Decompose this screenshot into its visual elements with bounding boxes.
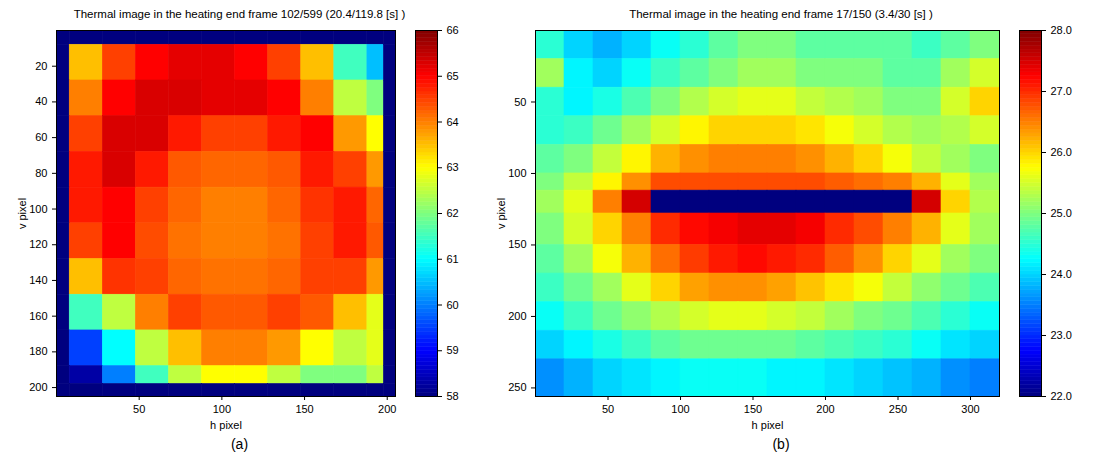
svg-text:200: 200 [508,310,526,322]
html-text:(b): (b) [772,436,790,452]
svg-text:50: 50 [602,403,614,415]
html-text:Thermal image in the heating e: Thermal image in the heating end frame 1… [629,8,933,20]
svg-text:140: 140 [29,274,47,286]
svg-text:160: 160 [29,310,47,322]
svg-text:100: 100 [213,403,231,415]
svg-text:200: 200 [29,381,47,393]
svg-text:v pixel: v pixel [495,198,507,229]
svg-text:28.0: 28.0 [1051,24,1072,36]
svg-text:61: 61 [447,253,459,265]
html-text:Thermal image in the heating e: Thermal image in the heating end frame 1… [73,8,406,20]
svg-text:59: 59 [447,344,459,356]
svg-text:24.0: 24.0 [1051,268,1072,280]
svg-text:58: 58 [447,390,459,402]
svg-text:50: 50 [514,96,526,108]
svg-text:150: 150 [744,403,762,415]
svg-text:h pixel: h pixel [210,419,242,431]
svg-text:62: 62 [447,207,459,219]
svg-text:300: 300 [961,403,979,415]
svg-text:63: 63 [447,161,459,173]
svg-text:120: 120 [29,238,47,250]
svg-text:150: 150 [508,238,526,250]
svg-text:100: 100 [508,167,526,179]
svg-text:250: 250 [889,403,907,415]
html-text:(a): (a) [230,436,249,452]
svg-text:60: 60 [447,299,459,311]
svg-text:22.0: 22.0 [1051,390,1072,402]
svg-text:25.0: 25.0 [1051,207,1072,219]
svg-text:v pixel: v pixel [16,198,28,229]
svg-text:180: 180 [29,345,47,357]
svg-text:64: 64 [447,116,459,128]
svg-text:23.0: 23.0 [1051,329,1072,341]
svg-text:200: 200 [816,403,834,415]
svg-text:60: 60 [35,131,47,143]
svg-text:150: 150 [295,403,313,415]
svg-text:66: 66 [447,24,459,36]
svg-text:50: 50 [133,403,145,415]
svg-text:27.0: 27.0 [1051,85,1072,97]
svg-text:h pixel: h pixel [752,419,784,431]
svg-text:100: 100 [671,403,689,415]
svg-text:20: 20 [35,60,47,72]
svg-text:100: 100 [29,203,47,215]
svg-text:250: 250 [508,381,526,393]
svg-text:65: 65 [447,70,459,82]
svg-text:26.0: 26.0 [1051,146,1072,158]
svg-text:40: 40 [35,95,47,107]
svg-text:80: 80 [35,167,47,179]
svg-text:200: 200 [378,403,396,415]
